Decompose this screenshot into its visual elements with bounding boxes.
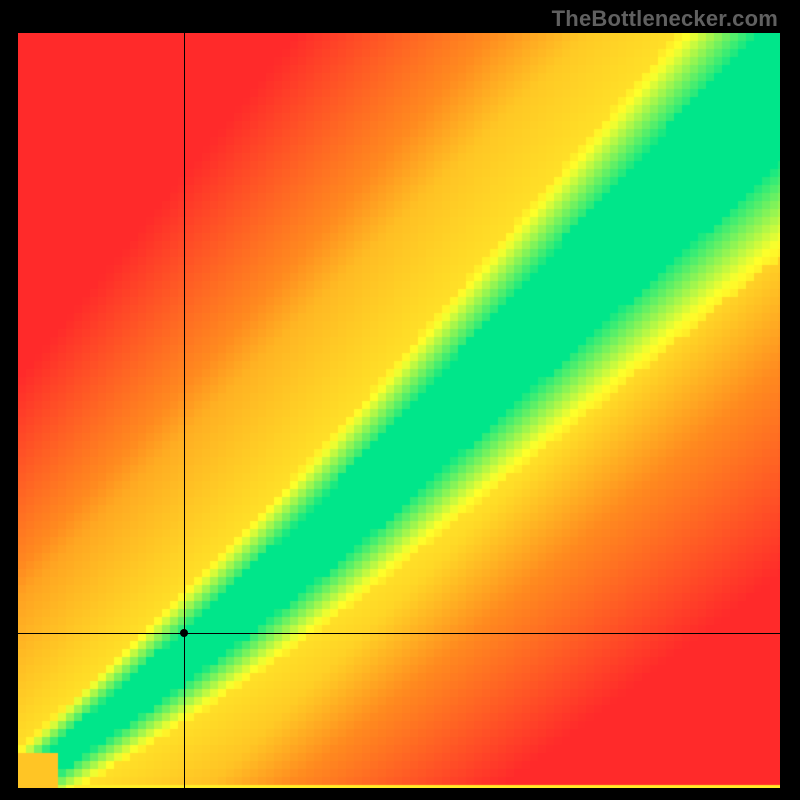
crosshair-marker bbox=[180, 629, 188, 637]
crosshair-horizontal bbox=[18, 633, 780, 634]
chart-frame: TheBottlenecker.com bbox=[0, 0, 800, 800]
crosshair-vertical bbox=[184, 33, 185, 788]
bottleneck-heatmap bbox=[18, 33, 780, 788]
watermark-text: TheBottlenecker.com bbox=[552, 6, 778, 32]
